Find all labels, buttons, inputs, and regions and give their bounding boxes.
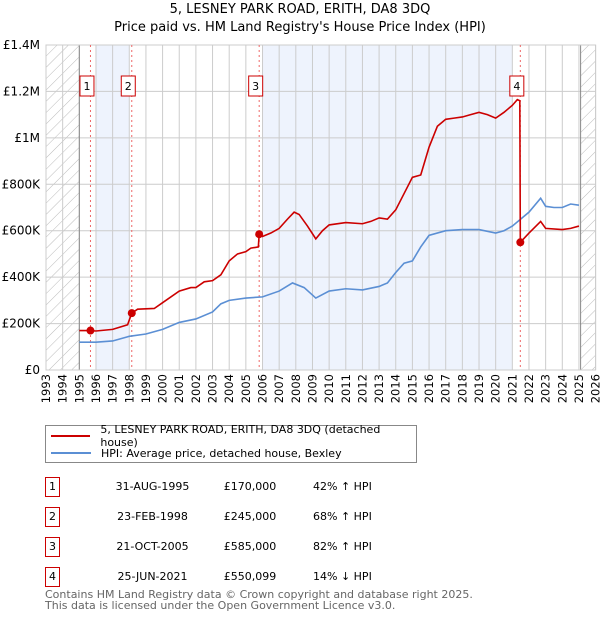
y-tick-label: £200K xyxy=(2,317,42,331)
legend-swatch-red xyxy=(51,435,91,437)
transaction-row: 4 25-JUN-2021 £550,099 14% ↓ HPI xyxy=(45,567,445,587)
x-tick-label: 2023 xyxy=(539,374,553,403)
y-tick-label: £0 xyxy=(25,363,40,377)
sale-label-number: 1 xyxy=(83,80,90,93)
x-tick-label: 1995 xyxy=(72,374,86,403)
transaction-row: 3 21-OCT-2005 £585,000 82% ↑ HPI xyxy=(45,537,445,557)
legend-swatch-blue xyxy=(51,452,91,454)
shaded-period xyxy=(262,45,513,370)
sale-label-number: 2 xyxy=(125,80,132,93)
price-chart: 1993 1994 1995 1996 1997 1998 1999 2000 2001 2002… xyxy=(2,38,600,403)
sale-label-number: 3 xyxy=(252,80,259,93)
x-tick-label: 2015 xyxy=(405,374,419,403)
sale-point xyxy=(255,230,264,239)
transaction-date: 23-FEB-1998 xyxy=(117,510,188,523)
x-tick-label: 1998 xyxy=(122,374,136,403)
transaction-hpi-change: 82% ↑ HPI xyxy=(313,540,372,553)
x-tick-label: 1993 xyxy=(39,374,53,403)
transaction-price: £170,000 xyxy=(223,480,277,493)
x-tick-label: 2019 xyxy=(472,374,486,403)
transaction-row: 1 31-AUG-1995 £170,000 42% ↑ HPI xyxy=(45,477,445,497)
transaction-date: 21-OCT-2005 xyxy=(116,540,189,553)
transaction-number: 1 xyxy=(45,477,60,497)
transaction-price: £245,000 xyxy=(223,510,277,523)
x-tick-label: 2012 xyxy=(355,374,369,403)
plot-border xyxy=(45,44,597,371)
x-tick-label: 2010 xyxy=(322,374,336,403)
sale-label-number: 4 xyxy=(513,80,520,93)
x-tick-label: 2018 xyxy=(455,374,469,403)
footer-line-1: Contains HM Land Registry data © Crown c… xyxy=(45,588,473,601)
hpi-series-line xyxy=(79,196,580,343)
legend-label-hpi: HPI: Average price, detached house, Bexl… xyxy=(101,446,342,460)
x-tick-label: 2003 xyxy=(206,374,220,403)
chart-title: 5, LESNEY PARK ROAD, ERITH, DA8 3DQ xyxy=(169,2,431,17)
x-tick-label: 1997 xyxy=(106,374,120,403)
x-tick-label: 2021 xyxy=(505,374,519,403)
x-tick-label: 2007 xyxy=(272,374,286,403)
sale-point xyxy=(127,309,136,318)
x-tick-label: 2024 xyxy=(555,374,569,403)
x-tick-label: 2026 xyxy=(589,374,600,403)
legend-item-property: 5, LESNEY PARK ROAD, ERITH, DA8 3DQ (det… xyxy=(46,423,416,449)
transaction-hpi-change: 14% ↓ HPI xyxy=(313,570,372,583)
x-tick-label: 2002 xyxy=(189,374,203,403)
transaction-price: £550,099 xyxy=(223,570,277,583)
x-tick-label: 2008 xyxy=(289,374,303,403)
y-tick-label: £1.2M xyxy=(3,84,40,98)
x-tick-label: 2011 xyxy=(339,374,353,403)
sale-label-box xyxy=(248,75,264,97)
x-tick-label: 2009 xyxy=(305,374,319,403)
transaction-hpi-change: 42% ↑ HPI xyxy=(313,480,372,493)
sale-point xyxy=(516,238,525,247)
transaction-hpi-change: 68% ↑ HPI xyxy=(313,510,372,523)
transaction-date: 25-JUN-2021 xyxy=(117,570,188,583)
x-tick-label: 2017 xyxy=(439,374,453,403)
transaction-number: 3 xyxy=(45,537,60,557)
x-tick-label: 2025 xyxy=(572,374,586,403)
x-tick-label: 1994 xyxy=(56,374,70,403)
transaction-number: 4 xyxy=(45,567,60,587)
y-tick-label: £1.4M xyxy=(3,38,40,52)
y-tick-label: £400K xyxy=(2,270,42,284)
y-tick-label: £600K xyxy=(2,224,42,238)
chart-subtitle: Price paid vs. HM Land Registry's House … xyxy=(114,20,486,35)
sale-point xyxy=(86,326,95,335)
footer-line-2: This data is licensed under the Open Gov… xyxy=(45,599,396,612)
sale-label-box xyxy=(120,75,136,97)
sale-label-box xyxy=(509,75,525,97)
transaction-price: £585,000 xyxy=(223,540,277,553)
x-tick-label: 2001 xyxy=(172,374,186,403)
x-tick-label: 2004 xyxy=(222,374,236,403)
transaction-row: 2 23-FEB-1998 £245,000 68% ↑ HPI xyxy=(45,507,445,527)
legend: 5, LESNEY PARK ROAD, ERITH, DA8 3DQ (det… xyxy=(45,423,417,463)
y-tick-label: £1M xyxy=(14,131,40,145)
footer: Contains HM Land Registry data © Crown c… xyxy=(45,589,473,611)
x-tick-label: 2006 xyxy=(256,374,270,403)
transaction-number: 2 xyxy=(45,507,60,527)
x-tick-label: 2014 xyxy=(389,374,403,403)
property-series-line xyxy=(79,98,580,332)
x-tick-label: 1996 xyxy=(89,374,103,403)
legend-label-property: 5, LESNEY PARK ROAD, ERITH, DA8 3DQ (det… xyxy=(100,423,381,449)
x-tick-label: 2013 xyxy=(372,374,386,403)
x-tick-label: 2016 xyxy=(422,374,436,403)
sale-label-box xyxy=(79,75,95,97)
x-tick-label: 2005 xyxy=(239,374,253,403)
x-tick-label: 2020 xyxy=(489,374,503,403)
y-tick-label: £800K xyxy=(2,177,42,191)
x-tick-label: 2022 xyxy=(522,374,536,403)
legend-item-hpi: HPI: Average price, detached house, Bexl… xyxy=(46,445,342,461)
transaction-date: 31-AUG-1995 xyxy=(115,480,190,493)
x-tick-label: 2000 xyxy=(156,374,170,403)
x-tick-label: 1999 xyxy=(139,374,153,403)
no-data-hatch xyxy=(580,45,596,370)
